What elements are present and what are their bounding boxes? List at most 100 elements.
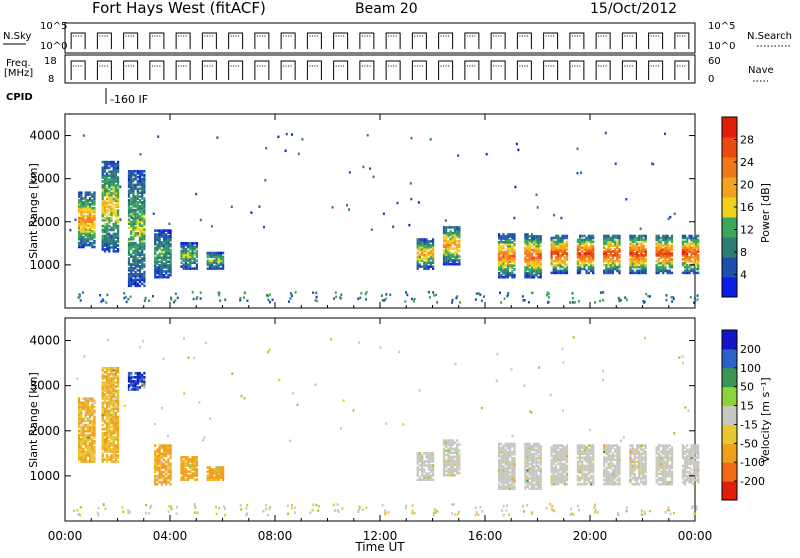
heatmap-cell-0 [87,418,89,421]
nsky-series-step [570,33,584,49]
near-range-cell [359,297,361,300]
radar-title: Fort Hays West (fitACF) [92,0,266,17]
heatmap-cell-15 [684,235,686,238]
heatmap-cell-0 [93,191,95,194]
heatmap-cell-15 [688,256,690,259]
heatmap-cell-12 [616,483,618,486]
near-range-cell [671,300,673,303]
near-range-cell [272,299,274,302]
heatmap-cell-1 [117,219,119,222]
heatmap-cell-10 [566,473,568,476]
heatmap-cell-8 [511,451,513,454]
heatmap-cell-12 [603,270,605,273]
sparse-echo-cell [410,182,412,185]
heatmap-cell-8 [511,255,513,258]
heatmap-cell-8 [505,268,507,271]
heatmap-cell-13 [640,444,642,447]
heatmap-cell-8 [511,457,513,460]
heatmap-cell-2 [137,257,139,260]
nsky-series-step [150,33,164,49]
heatmap-cell-15 [695,250,697,253]
heatmap-cell-0 [85,219,87,222]
heatmap-cell-0 [91,242,93,245]
heatmap-cell-8 [498,459,500,462]
heatmap-cell-11 [583,444,585,447]
near-range-cell [244,292,246,295]
sparse-echo-cell [211,225,213,228]
heatmap-cell-14 [662,260,664,263]
heatmap-cell-2 [137,176,139,179]
heatmap-cell-7 [447,232,449,235]
heatmap-cell-11 [579,252,581,255]
heatmap-cell-12 [616,444,618,447]
sparse-echo-cell [231,206,233,209]
heatmap-cell-1 [117,225,119,228]
sparse-echo-cell [153,213,155,216]
sparse-echo-cell [605,132,607,135]
near-range-cell [288,300,290,303]
heatmap-cell-1 [115,219,117,222]
heatmap-cell-15 [686,237,688,240]
heatmap-cell-12 [614,448,616,451]
heatmap-cell-6 [430,250,432,253]
heatmap-cell-1 [102,452,104,455]
near-range-cell [312,291,314,294]
freq-series-step [465,61,479,80]
heatmap-cell-0 [91,230,93,233]
heatmap-cell-7 [452,259,454,262]
heatmap-cell-11 [586,270,588,273]
nsky-series-step [439,33,453,49]
near-range-cell [504,297,506,300]
heatmap-cell-8 [502,245,504,248]
heatmap-cell-14 [671,244,673,247]
freq-series-step [439,61,453,80]
heatmap-cell-10 [562,444,564,447]
heatmap-cell-10 [557,270,559,273]
sparse-echo-cell [408,224,410,227]
heatmap-cell-3 [161,452,163,455]
sparse-echo-cell [369,167,371,170]
heatmap-cell-6 [417,252,419,255]
heatmap-cell-2 [135,184,137,187]
heatmap-cell-2 [137,188,139,191]
nsky-series-step [202,33,216,49]
heatmap-cell-0 [89,203,91,206]
heatmap-cell-8 [505,485,507,488]
heatmap-cell-12 [618,446,620,449]
heatmap-cell-2 [132,267,134,270]
heatmap-cell-11 [581,254,583,257]
heatmap-cell-1 [104,174,106,177]
heatmap-cell-4 [191,267,193,270]
heatmap-cell-2 [141,224,143,227]
heatmap-cell-0 [82,215,84,218]
heatmap-cell-11 [592,235,594,238]
heatmap-cell-1 [113,198,115,201]
heatmap-cell-8 [513,443,515,446]
heatmap-cell-3 [167,229,169,232]
heatmap-cell-13 [638,266,640,269]
heatmap-cell-7 [443,226,445,229]
freq-series-step [596,61,610,80]
heatmap-cell-11 [586,264,588,267]
heatmap-cell-2 [141,273,143,276]
heatmap-cell-7 [443,249,445,252]
heatmap-cell-12 [614,459,616,462]
heatmap-cell-0 [91,215,93,218]
heatmap-cell-12 [614,465,616,468]
heatmap-cell-9 [540,249,542,252]
heatmap-cell-8 [511,233,513,236]
heatmap-cell-7 [447,448,449,451]
heatmap-cell-6 [428,258,430,261]
aux-series-group [71,33,689,80]
heatmap-cell-4 [185,478,187,481]
heatmap-cell-15 [684,244,686,247]
heatmap-cell-4 [185,462,187,465]
heatmap-cell-8 [509,255,511,258]
heatmap-cell-5 [215,252,217,255]
sparse-echo-cell [615,163,617,166]
near-range-cell [316,296,318,299]
nsky-series-step [465,33,479,49]
heatmap-cell-6 [432,478,434,481]
heatmap-cell-14 [662,244,664,247]
nave-tick-bottom: 0 [708,74,714,85]
